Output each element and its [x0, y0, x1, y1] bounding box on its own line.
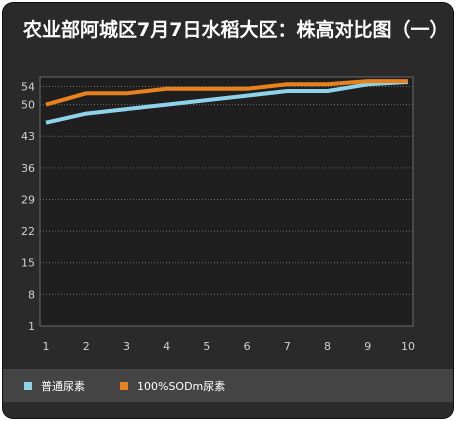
series-line-1[interactable] [45, 80, 409, 125]
y-tick-label: 1 [28, 320, 35, 333]
y-tick-label: 29 [21, 193, 35, 206]
y-tick-label: 22 [21, 225, 35, 238]
legend-item-series-1[interactable]: 普通尿素 [24, 369, 85, 402]
x-tick-label: 5 [203, 340, 210, 353]
grid-lines [40, 86, 413, 295]
x-tick-label: 4 [163, 340, 170, 353]
legend: 普通尿素 100%SODm尿素 [3, 369, 453, 402]
x-tick-label: 2 [83, 340, 90, 353]
legend-label-series-2: 100%SODm尿素 [137, 379, 226, 393]
y-tick-label: 43 [21, 130, 35, 143]
legend-item-series-2[interactable]: 100%SODm尿素 [120, 369, 225, 402]
y-tick-label: 8 [28, 288, 35, 301]
x-tick-label: 7 [284, 340, 291, 353]
series-line-2[interactable] [45, 79, 408, 107]
x-tick-label: 9 [364, 340, 371, 353]
legend-label-series-1: 普通尿素 [41, 379, 85, 393]
line-chart: 1 8 15 22 29 36 43 50 54 1 2 3 4 5 6 7 8 9 10 [21, 76, 416, 353]
x-tick-label: 10 [401, 340, 415, 353]
y-tick-label: 50 [21, 99, 35, 112]
y-tick-label: 54 [21, 81, 35, 94]
x-tick-label: 1 [43, 340, 50, 353]
legend-swatch-series-2 [120, 381, 128, 390]
legend-swatch-series-1 [24, 381, 32, 390]
y-axis-tick-labels: 1 8 15 22 29 36 43 50 54 [21, 81, 35, 333]
x-axis-tick-labels: 1 2 3 4 5 6 7 8 9 10 [43, 340, 416, 353]
chart-card: 农业部阿城区7月7日水稻大区：株高对比图（一） 1 8 15 22 29 36 43 50 54… [3, 3, 453, 418]
plot-area [39, 76, 414, 327]
y-tick-label: 36 [21, 162, 35, 175]
x-tick-label: 8 [324, 340, 331, 353]
chart-title: 农业部阿城区7月7日水稻大区：株高对比图（一） [23, 19, 449, 41]
x-tick-label: 6 [244, 340, 251, 353]
x-tick-label: 3 [123, 340, 130, 353]
series-lines [45, 79, 409, 125]
y-tick-label: 15 [21, 257, 35, 270]
